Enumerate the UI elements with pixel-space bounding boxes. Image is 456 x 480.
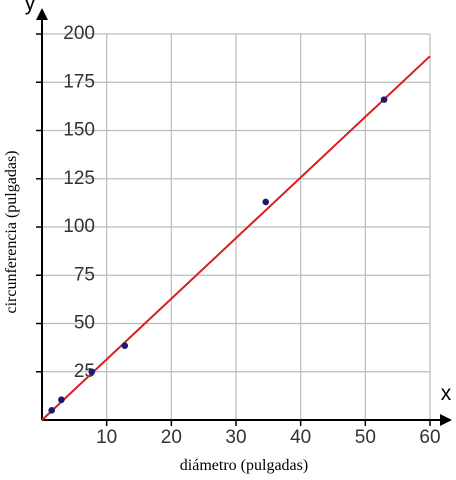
x-axis-title: diámetro (pulgadas)	[180, 457, 308, 474]
x-tick-label: 10	[96, 427, 117, 448]
y-tick-label: 100	[63, 216, 95, 237]
data-point	[121, 342, 129, 349]
y-axis-title: circunferencia (pulgadas)	[3, 150, 20, 313]
data-point	[380, 96, 388, 103]
data-point	[262, 198, 270, 206]
data-point	[48, 407, 55, 414]
y-tick-label: 200	[63, 23, 95, 44]
x-tick-label: 50	[355, 427, 376, 448]
data-point	[58, 396, 65, 404]
y-arrow	[36, 8, 48, 20]
x-tick-label: 20	[161, 427, 182, 448]
y-tick-label: 125	[63, 168, 95, 189]
x-arrow	[440, 414, 452, 426]
y-tick-label: 75	[74, 264, 95, 285]
fit-line	[41, 55, 431, 421]
grid	[42, 33, 431, 420]
y-tick-label: 150	[63, 120, 95, 141]
data-point	[88, 368, 96, 376]
x-axis-label: x	[441, 382, 452, 405]
x-tick-label: 30	[225, 427, 246, 448]
x-tick-label: 40	[290, 427, 311, 448]
y-axis-label: y	[25, 0, 36, 15]
x-tick-label: 60	[419, 427, 440, 448]
y-tick-label: 175	[63, 71, 95, 92]
y-tick-label: 50	[74, 313, 95, 334]
